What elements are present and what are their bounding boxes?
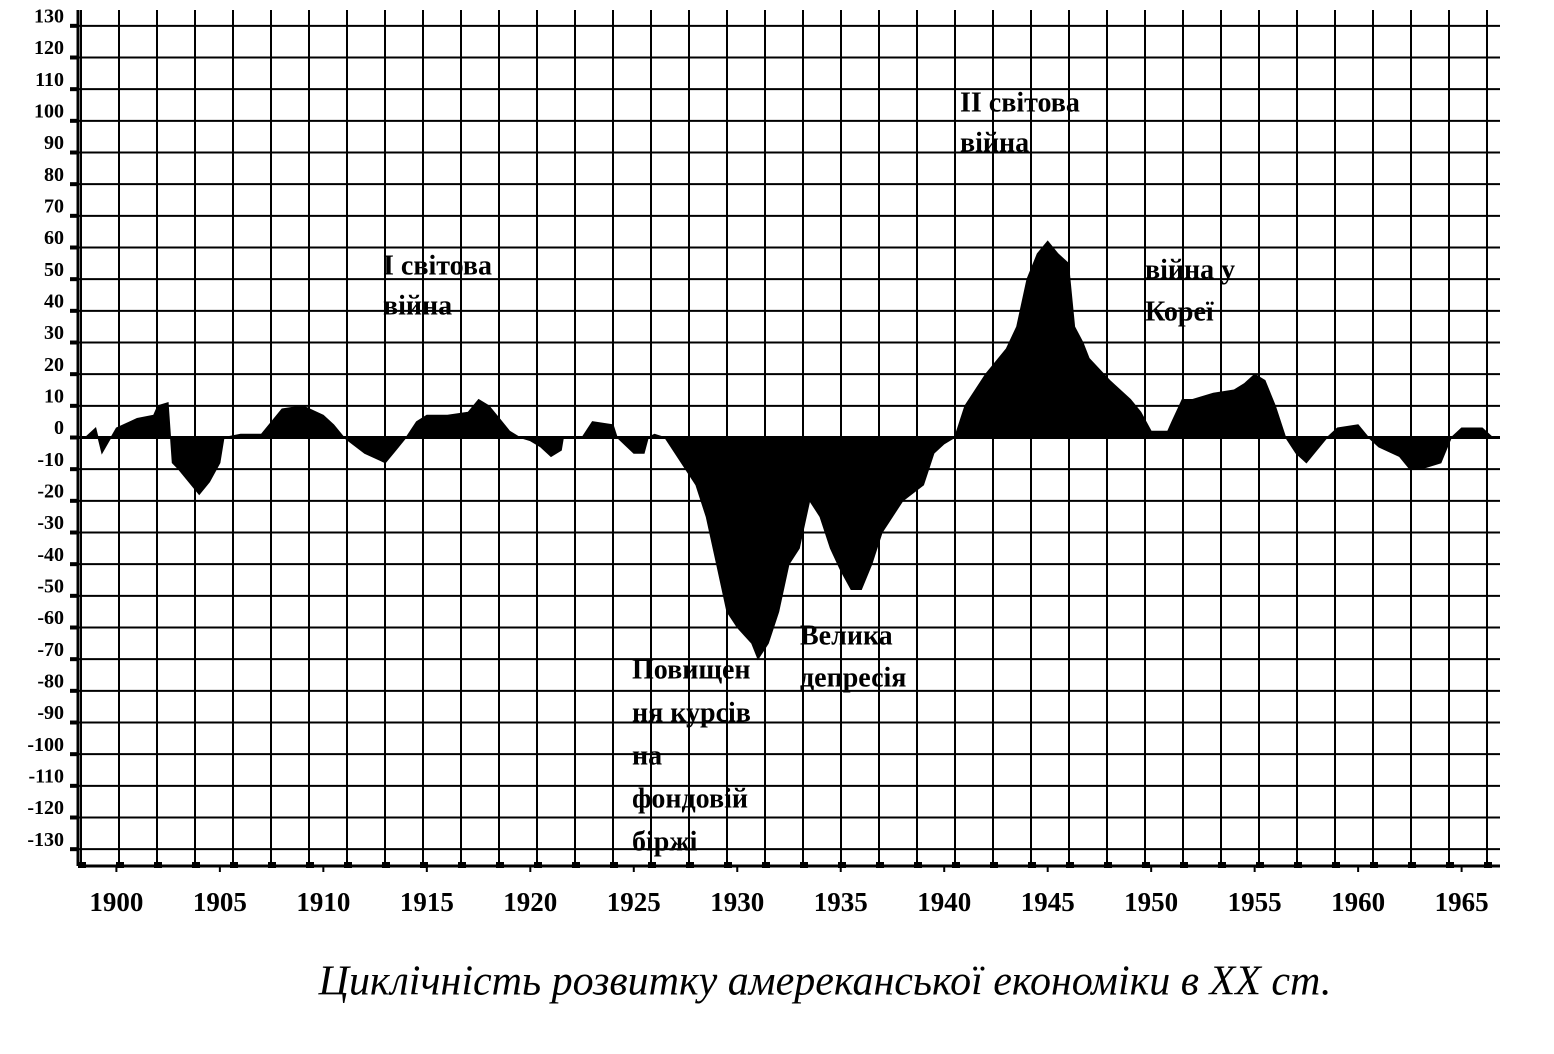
x-tick-label: 1905: [193, 887, 247, 917]
chart-title: Циклічність розвитку амереканської еконо…: [318, 959, 1332, 1005]
x-tick-label: 1920: [503, 887, 557, 917]
x-tick-label: 1930: [710, 887, 764, 917]
y-tick-label: -10: [37, 449, 64, 471]
y-tick-label: 80: [44, 164, 64, 186]
y-tick-label: 60: [44, 227, 64, 249]
y-tick-label: -60: [37, 607, 64, 629]
annotation: війна: [960, 127, 1029, 158]
y-tick-label: 40: [44, 290, 64, 312]
x-tick-label: 1900: [89, 887, 143, 917]
y-tick-label: -110: [28, 765, 64, 787]
y-tick-label: -20: [37, 480, 64, 502]
x-axis-squares: [78, 862, 1498, 870]
y-tick-label: 130: [34, 5, 64, 27]
annotation: війна у: [1145, 254, 1235, 285]
annotation: I світова: [383, 250, 492, 281]
y-tick-label: -70: [37, 639, 64, 661]
y-tick-label: 20: [44, 354, 64, 376]
x-tick-label: 1910: [296, 887, 350, 917]
annotation: Повищен: [632, 654, 751, 685]
y-tick-label: -130: [27, 829, 64, 851]
y-tick-label: -80: [37, 670, 64, 692]
y-tick-label: 90: [44, 132, 64, 154]
y-tick-label: 120: [34, 37, 64, 59]
annotation: Кореї: [1145, 296, 1214, 327]
y-tick-label: -50: [37, 575, 64, 597]
y-tick-label: 50: [44, 259, 64, 281]
y-tick-label: 70: [44, 195, 64, 217]
y-tick-label: 10: [44, 385, 64, 407]
x-tick-label: 1925: [607, 887, 661, 917]
x-tick-label: 1935: [814, 887, 868, 917]
annotation: на: [632, 740, 662, 771]
annotation: фондовій: [632, 783, 748, 814]
y-tick-label: 30: [44, 322, 64, 344]
y-tick-label: -100: [27, 734, 64, 756]
x-tick-label: 1940: [917, 887, 971, 917]
y-tick-label: 0: [54, 417, 64, 439]
x-tick-label: 1960: [1331, 887, 1385, 917]
x-tick-label: 1955: [1228, 887, 1282, 917]
annotation: ня курсів: [632, 697, 751, 728]
annotation: депресія: [800, 662, 906, 693]
y-tick-label: -90: [37, 702, 64, 724]
y-tick-label: -40: [37, 544, 64, 566]
area: [84, 240, 1494, 661]
x-tick-label: 1965: [1435, 887, 1489, 917]
annotation: біржі: [632, 826, 698, 857]
annotation: II світова: [960, 87, 1080, 118]
x-tick-label: 1915: [400, 887, 454, 917]
y-tick-label: 110: [35, 69, 64, 91]
x-tick-label: 1945: [1021, 887, 1075, 917]
y-tick-label: -120: [27, 797, 64, 819]
x-tick-label: 1950: [1124, 887, 1178, 917]
y-tick-label: -30: [37, 512, 64, 534]
y-tick-label: 100: [34, 100, 64, 122]
annotation: війна: [383, 290, 452, 321]
annotation: Велика: [800, 620, 893, 651]
